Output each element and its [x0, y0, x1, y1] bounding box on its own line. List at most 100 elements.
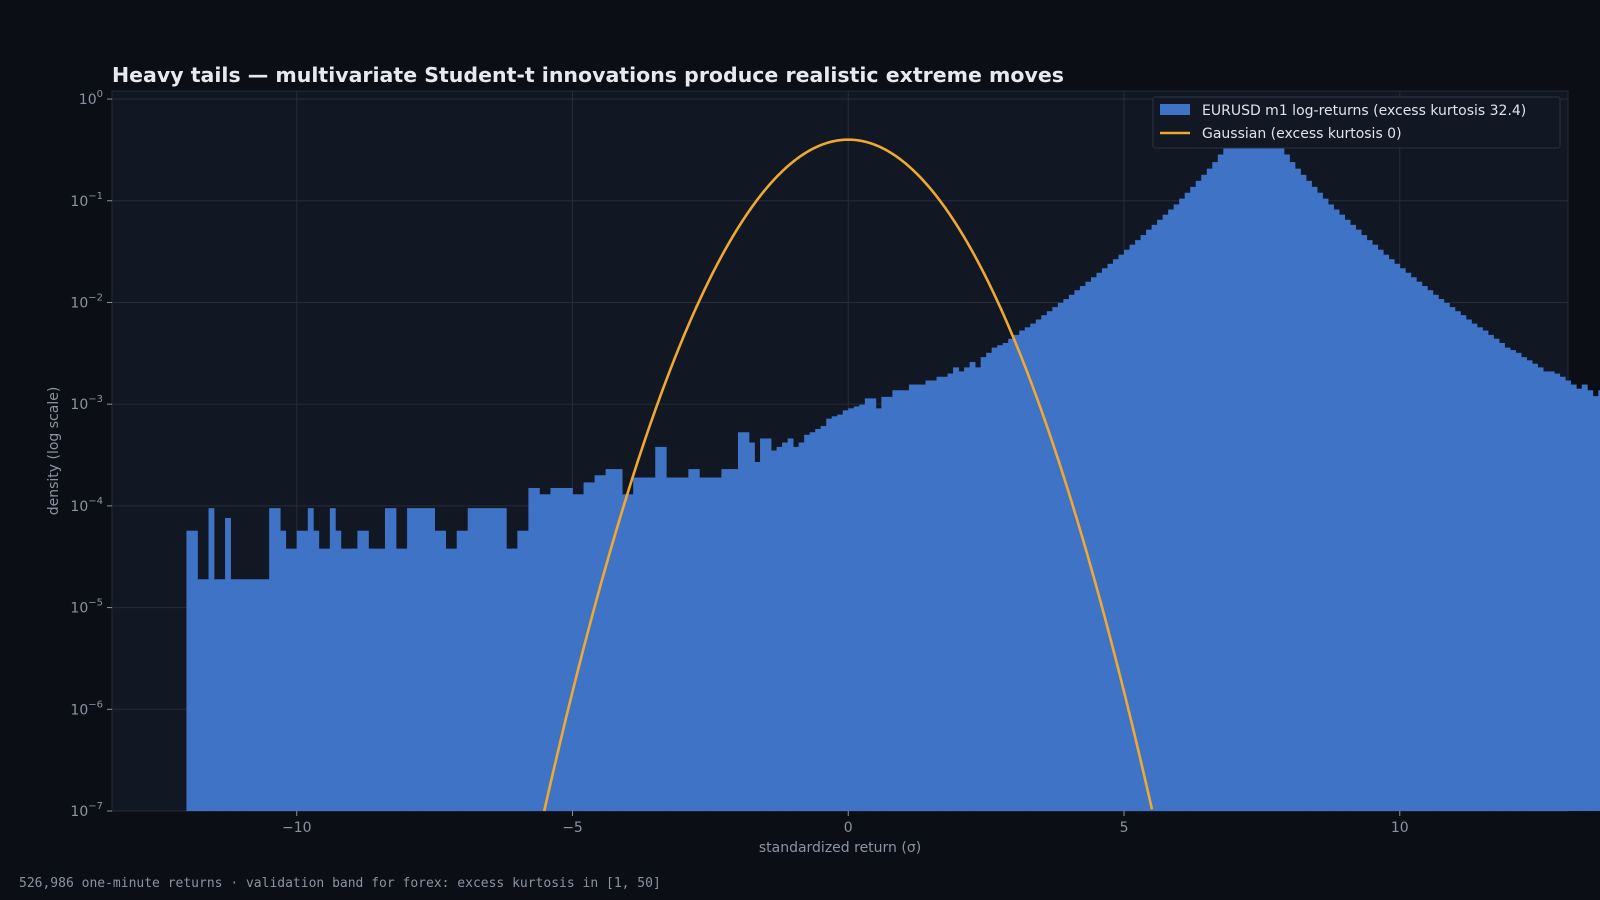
histogram-bar	[396, 548, 402, 811]
histogram-bar	[407, 508, 413, 811]
histogram-bar	[1234, 121, 1241, 812]
y-tick-label: 10−6	[70, 699, 103, 718]
histogram-bar	[1416, 281, 1423, 812]
legend-histogram-label: EURUSD m1 log-returns (excess kurtosis 3…	[1202, 103, 1526, 119]
histogram-bar	[1168, 209, 1175, 811]
histogram-bar	[1460, 315, 1467, 811]
histogram-bar	[1272, 134, 1279, 811]
histogram-bar	[732, 469, 739, 811]
histogram-bar	[980, 357, 987, 811]
histogram-bar	[462, 530, 469, 811]
histogram-bar	[1477, 327, 1483, 811]
histogram-bar	[1030, 323, 1037, 811]
x-tick-label: 5	[1120, 820, 1129, 836]
legend-gaussian-label: Gaussian (excess kurtosis 0)	[1202, 126, 1402, 142]
histogram-bar	[500, 508, 507, 811]
histogram-bar	[986, 352, 993, 811]
histogram-bar	[627, 494, 634, 811]
histogram-bar	[533, 487, 540, 811]
histogram-bar	[726, 469, 733, 811]
histogram-bar	[1250, 103, 1257, 812]
histogram-bar	[191, 530, 198, 811]
histogram-bar	[1068, 294, 1075, 811]
histogram-bar	[329, 508, 336, 811]
histogram-bar	[1361, 235, 1368, 811]
histogram-bar	[947, 373, 954, 811]
histogram-bar	[269, 508, 276, 811]
histogram-bar	[583, 482, 590, 811]
histogram-bar	[892, 390, 899, 811]
histogram-bar	[809, 432, 816, 811]
histogram-bar	[1300, 174, 1307, 812]
histogram-bar	[633, 477, 640, 811]
histogram-bar	[1052, 307, 1059, 811]
histogram-bar	[423, 508, 430, 811]
histogram-bar	[302, 530, 309, 811]
histogram-bar	[737, 432, 744, 811]
histogram-bar	[776, 446, 783, 811]
histogram-bar	[1079, 286, 1086, 811]
histogram-bar	[1184, 192, 1191, 811]
y-axis-label: density (log scale)	[46, 387, 62, 516]
histogram-bar	[1328, 204, 1334, 811]
histogram-bar	[528, 487, 535, 811]
histogram-bar	[219, 579, 226, 811]
histogram-bar	[1306, 180, 1312, 812]
histogram-bar	[925, 380, 932, 811]
histogram-bar	[1576, 388, 1583, 811]
x-tick-label: 10	[1391, 820, 1409, 836]
histogram-bar	[340, 548, 347, 811]
histogram-bar	[1090, 277, 1097, 811]
histogram-bar	[1096, 272, 1103, 811]
histogram-bar	[859, 404, 866, 811]
histogram-bar	[1443, 302, 1450, 811]
histogram-bar	[1085, 281, 1092, 812]
histogram-bar	[285, 548, 292, 811]
histogram-bar	[704, 477, 711, 811]
histogram-bar	[572, 494, 579, 811]
histogram-bar	[1228, 134, 1235, 811]
histogram-bar	[771, 450, 777, 811]
histogram-bar	[451, 548, 458, 811]
histogram-bar	[440, 530, 447, 811]
histogram-bar	[263, 579, 270, 811]
histogram-bar	[296, 530, 303, 811]
histogram-bar	[429, 508, 435, 811]
histogram-bar	[969, 361, 976, 811]
histogram-bar	[1057, 302, 1064, 811]
histogram-bar	[1063, 299, 1070, 811]
histogram-bar	[1146, 229, 1152, 811]
histogram-bar	[467, 508, 474, 811]
histogram-bar	[1124, 249, 1130, 812]
y-tick-label: 10−4	[70, 496, 103, 515]
x-axis-label: standardized return (σ)	[759, 840, 921, 856]
y-tick-label: 10−1	[70, 191, 103, 210]
histogram-bar	[958, 371, 965, 811]
histogram-bar	[1559, 376, 1566, 811]
histogram-bar	[247, 579, 253, 811]
histogram-bar	[561, 487, 568, 811]
histogram-bar	[975, 367, 981, 811]
histogram-bar	[1118, 254, 1125, 811]
histogram-bar	[1592, 396, 1599, 811]
histogram-bar	[1322, 198, 1329, 812]
histogram-bar	[997, 345, 1004, 811]
histogram-bar	[478, 508, 485, 811]
histogram-bar	[897, 390, 904, 811]
histogram-bar	[274, 508, 281, 811]
histogram-bar	[1173, 204, 1180, 811]
histogram-bar	[1002, 342, 1009, 811]
legend-histogram-swatch	[1160, 104, 1190, 115]
histogram-bar	[677, 477, 684, 811]
histogram-bar	[638, 477, 645, 811]
histogram-bars	[186, 103, 1600, 812]
histogram-bar	[804, 434, 811, 811]
histogram-bar	[1388, 259, 1395, 811]
histogram-bar	[368, 548, 375, 811]
histogram-bar	[1355, 229, 1362, 811]
histogram-bar	[931, 380, 937, 811]
histogram-bar	[550, 487, 557, 811]
histogram-bar	[914, 384, 921, 811]
histogram-bar	[186, 530, 193, 811]
